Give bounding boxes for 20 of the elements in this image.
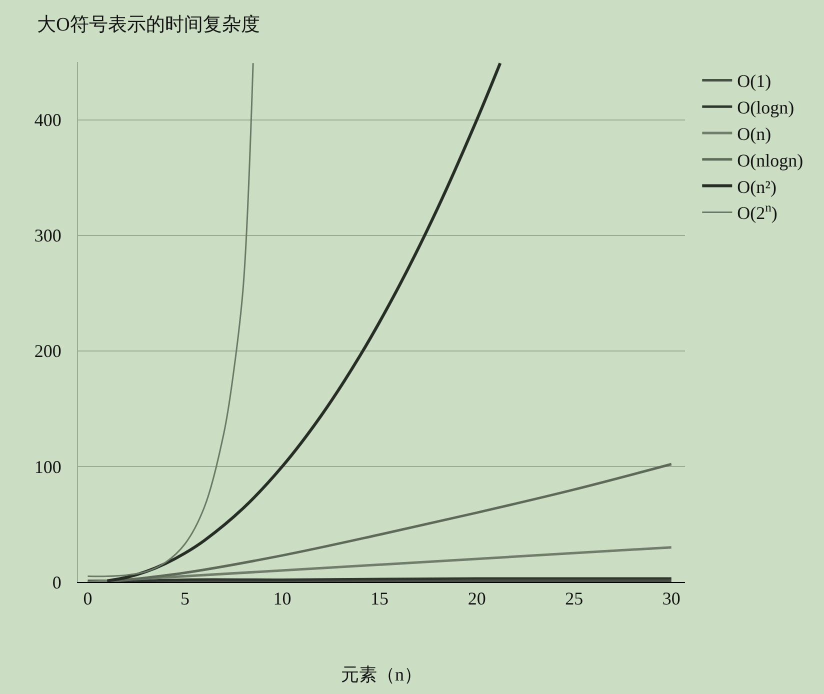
legend-label: O(logn) bbox=[737, 98, 794, 118]
y-tick-label: 300 bbox=[34, 226, 62, 246]
x-tick-label: 0 bbox=[83, 588, 92, 609]
legend-label: O(n) bbox=[737, 124, 772, 144]
chart-title: 大O符号表示的时间复杂度 bbox=[37, 14, 260, 36]
x-tick-label: 10 bbox=[273, 588, 292, 609]
x-tick-label: 25 bbox=[565, 588, 584, 609]
legend-label: O(nlogn) bbox=[737, 150, 804, 170]
y-tick-label: 400 bbox=[34, 110, 62, 130]
x-axis-title: 元素（n） bbox=[341, 664, 422, 685]
y-tick-label: 200 bbox=[34, 341, 62, 362]
x-tick-label: 15 bbox=[370, 588, 389, 609]
y-tick-label: 0 bbox=[52, 572, 62, 592]
x-tick-label: 30 bbox=[662, 588, 680, 609]
x-tick-label: 20 bbox=[468, 588, 486, 609]
x-tick-label: 5 bbox=[180, 588, 190, 609]
y-tick-label: 100 bbox=[34, 456, 62, 477]
legend-label: O(2$^{n}$) bbox=[737, 200, 778, 224]
legend-label: O(n²) bbox=[737, 176, 777, 197]
legend-label: O(1) bbox=[737, 71, 772, 92]
